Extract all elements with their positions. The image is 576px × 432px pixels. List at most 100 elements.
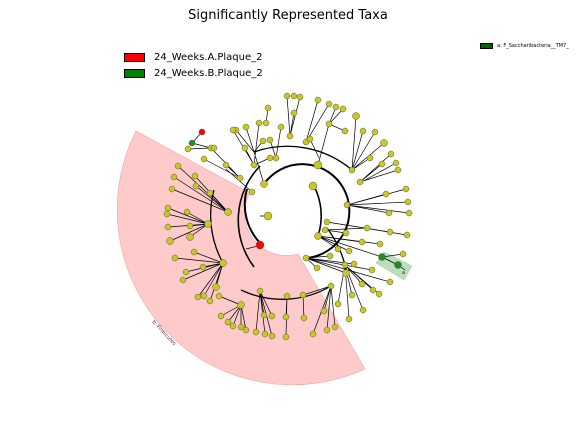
clade-legend-label: a: F_Saccharibacteria__TM7_	[497, 43, 569, 49]
clade-legend-entry: a: F_Saccharibacteria__TM7_	[480, 43, 569, 49]
taxon-node	[266, 154, 274, 162]
taxon-node-green	[378, 253, 386, 261]
taxon-node	[402, 185, 410, 193]
phylum-ring-b	[243, 188, 262, 245]
taxon-node	[259, 137, 267, 145]
taxon-node	[164, 223, 172, 231]
taxon-node	[200, 292, 208, 300]
taxon-node	[306, 135, 314, 143]
legend-entry-b-plaque: 24_Weeks.B.Plaque_2	[124, 66, 263, 80]
taxon-node	[325, 120, 333, 128]
taxon-node	[204, 220, 212, 228]
red-clade-sector	[116, 130, 366, 386]
taxon-node	[237, 301, 245, 309]
taxon-node	[200, 155, 208, 163]
taxon-node	[376, 240, 384, 248]
taxon-node	[341, 261, 349, 269]
taxon-node	[348, 291, 356, 299]
taxon-node	[342, 229, 350, 237]
taxon-node	[302, 254, 310, 262]
taxon-node	[356, 178, 364, 186]
taxon-node	[236, 174, 244, 182]
taxon-node	[359, 127, 367, 135]
taxon-node	[358, 280, 366, 288]
taxon-node	[345, 247, 353, 255]
taxon-node	[314, 96, 322, 104]
taxon-node-red	[198, 128, 206, 136]
phylum-ring-a	[263, 163, 351, 259]
taxon-node	[290, 109, 298, 117]
taxon-node	[299, 291, 307, 299]
taxon-node	[380, 139, 388, 147]
taxon-node	[339, 105, 347, 113]
taxon-node	[334, 300, 342, 308]
taxon-node	[300, 314, 308, 322]
legend-entry-a-plaque: 24_Weeks.A.Plaque_2	[124, 50, 263, 64]
legend-label-b-plaque: 24_Weeks.B.Plaque_2	[154, 67, 263, 79]
taxon-node	[392, 159, 400, 167]
taxon-node	[296, 93, 304, 101]
taxon-node	[183, 208, 191, 216]
taxon-node	[320, 307, 328, 315]
taxon-node-green	[188, 139, 196, 147]
taxon-node	[404, 198, 412, 206]
taxon-node	[313, 160, 323, 170]
taxon-node	[190, 248, 198, 256]
taxon-node	[268, 332, 276, 340]
taxon-node	[215, 292, 223, 300]
taxon-node	[283, 92, 291, 100]
taxon-node	[191, 172, 199, 180]
taxon-node	[164, 204, 172, 212]
taxon-node	[222, 161, 230, 169]
taxon-node	[194, 293, 202, 301]
taxon-node	[170, 173, 178, 181]
taxon-node	[260, 311, 268, 319]
taxon-node	[358, 238, 366, 246]
class-arc-left	[237, 165, 261, 268]
taxon-node	[174, 162, 182, 170]
taxon-node	[369, 286, 377, 294]
taxon-node	[327, 282, 335, 290]
taxon-node	[217, 312, 225, 320]
taxon-node	[385, 209, 393, 217]
legend-swatch-red	[124, 52, 145, 62]
taxon-node	[350, 260, 358, 268]
taxon-node	[286, 132, 294, 140]
taxon-node	[308, 181, 318, 191]
taxon-node	[171, 254, 179, 262]
taxon-node	[368, 266, 376, 274]
taxon-node	[313, 264, 321, 272]
taxon-node	[363, 224, 371, 232]
taxon-node	[224, 318, 232, 326]
taxon-node-green	[394, 261, 402, 269]
taxon-node	[206, 189, 214, 197]
taxon-node	[323, 326, 331, 334]
taxon-node	[252, 328, 260, 336]
taxon-node	[325, 100, 333, 108]
taxon-node	[237, 323, 245, 331]
taxon-node	[345, 315, 353, 323]
taxon-node	[348, 166, 356, 174]
taxon-node	[382, 190, 390, 198]
taxon-node	[266, 136, 274, 144]
taxon-node	[290, 92, 298, 100]
taxon-node	[250, 161, 258, 169]
taxon-node	[277, 123, 285, 131]
taxon-node	[323, 218, 331, 226]
taxon-node	[192, 182, 200, 190]
taxon-node	[255, 119, 263, 127]
taxon-node	[386, 228, 394, 236]
taxon-node	[186, 222, 194, 230]
taxon-node	[219, 259, 227, 267]
taxon-node	[186, 233, 194, 241]
taxon-node	[256, 287, 264, 295]
taxon-node	[264, 104, 272, 112]
taxon-node	[394, 166, 402, 174]
figure-title: Significantly Represented Taxa	[188, 8, 388, 23]
taxon-node	[206, 297, 214, 305]
taxon-node	[334, 245, 342, 253]
taxon-node	[405, 209, 413, 217]
taxon-node	[248, 188, 256, 196]
legend-label-a-plaque: 24_Weeks.A.Plaque_2	[154, 51, 263, 63]
